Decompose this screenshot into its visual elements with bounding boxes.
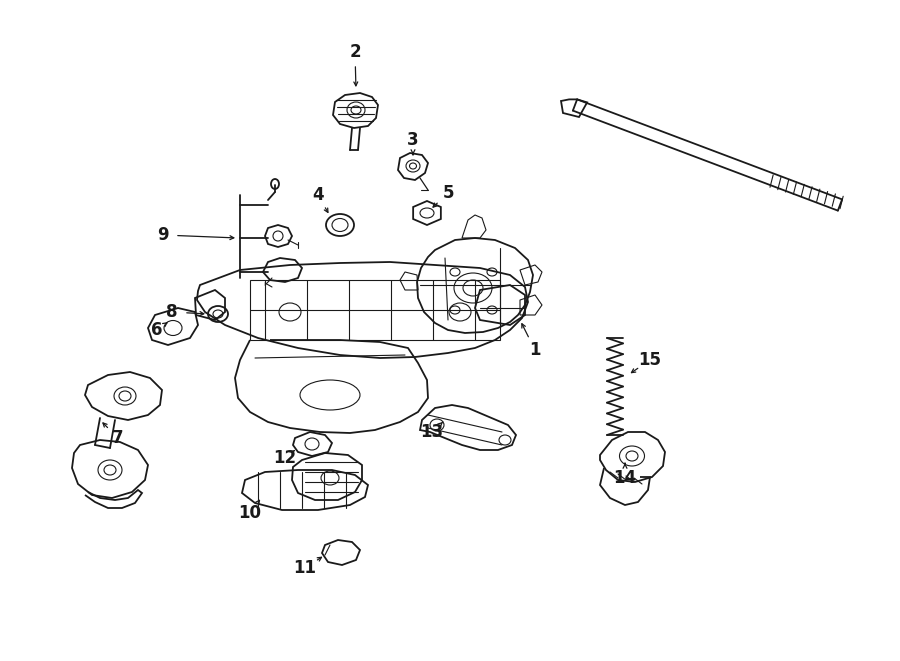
Text: 13: 13 [420, 423, 444, 441]
Text: 10: 10 [238, 504, 262, 522]
Text: 2: 2 [349, 43, 361, 61]
Text: 6: 6 [151, 321, 163, 339]
Text: 5: 5 [442, 184, 454, 202]
Text: 7: 7 [112, 429, 124, 447]
Text: 15: 15 [638, 351, 662, 369]
Text: 1: 1 [529, 341, 541, 359]
Text: 8: 8 [166, 303, 178, 321]
Text: 3: 3 [407, 131, 418, 149]
Text: 9: 9 [158, 226, 169, 244]
Text: 4: 4 [312, 186, 324, 204]
Text: 12: 12 [274, 449, 297, 467]
Text: 11: 11 [293, 559, 317, 577]
Text: 14: 14 [614, 469, 636, 487]
